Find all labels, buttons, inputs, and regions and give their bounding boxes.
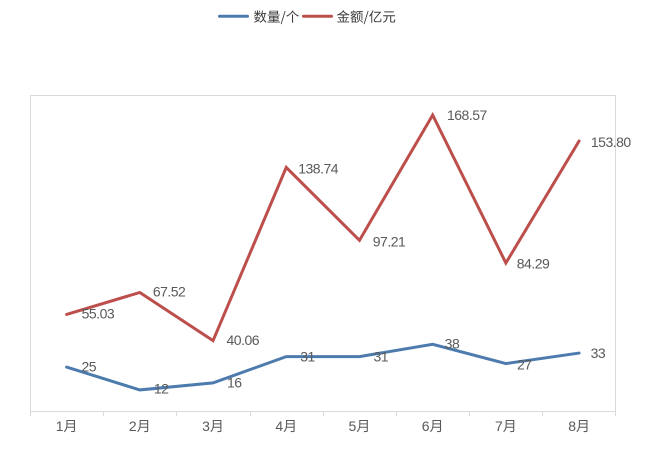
svg-text:4: 4 [275,418,283,434]
svg-text:2: 2 [129,418,137,434]
svg-text:6: 6 [422,418,430,434]
svg-text:5: 5 [349,418,357,434]
svg-text:33: 33 [591,345,606,361]
svg-text:8: 8 [568,418,576,434]
svg-text:25: 25 [82,358,97,374]
svg-text:27: 27 [517,356,532,372]
svg-text:31: 31 [373,349,388,365]
svg-text:138.74: 138.74 [298,160,339,176]
svg-text:16: 16 [227,374,242,390]
svg-text:67.52: 67.52 [153,283,186,299]
svg-text:7: 7 [495,418,503,434]
svg-text:55.03: 55.03 [82,306,115,322]
svg-text:31: 31 [300,349,315,365]
svg-text:12: 12 [154,380,169,396]
svg-text:40.06: 40.06 [227,332,260,348]
svg-text:38: 38 [445,336,460,352]
svg-text:153.80: 153.80 [591,134,632,150]
svg-text:168.57: 168.57 [447,107,488,123]
svg-text:97.21: 97.21 [373,234,406,250]
svg-text:84.29: 84.29 [517,255,550,271]
svg-text:1: 1 [56,418,64,434]
svg-text:3: 3 [202,418,210,434]
